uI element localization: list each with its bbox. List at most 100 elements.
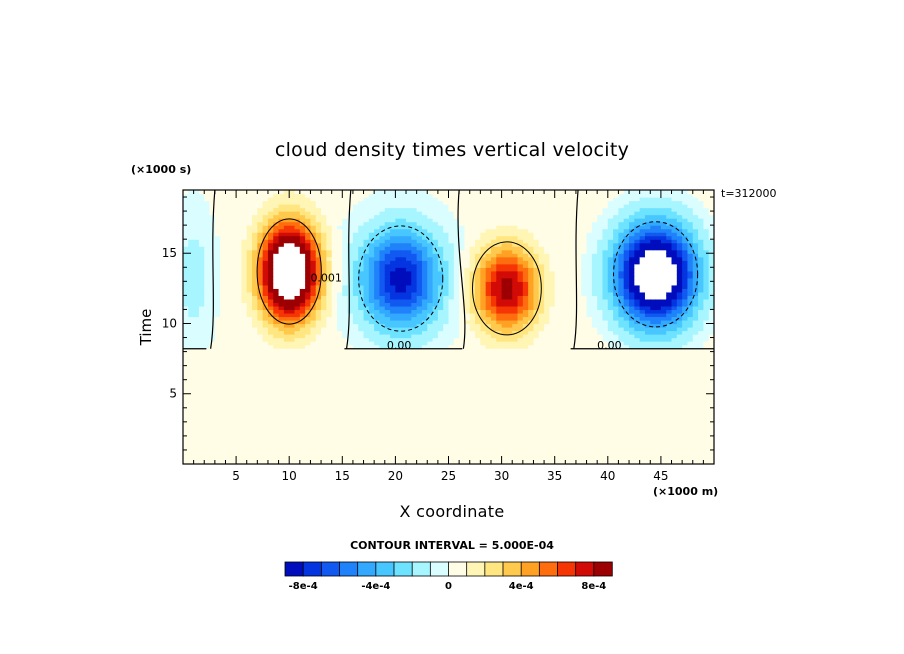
heatmap-cell [427, 277, 434, 282]
heatmap-cell [374, 362, 381, 367]
heatmap-cell [374, 239, 381, 244]
heatmap-cell [294, 295, 301, 300]
heatmap-cell [363, 365, 370, 370]
heatmap-cell [188, 456, 195, 462]
heatmap-cell [464, 425, 471, 430]
heatmap-cell [448, 256, 455, 261]
heatmap-cell [432, 330, 439, 335]
heatmap-cell [437, 407, 444, 412]
heatmap-cell [220, 211, 227, 216]
heatmap-cell [294, 446, 301, 451]
heatmap-cell [459, 218, 466, 223]
heatmap-cell [230, 316, 237, 321]
heatmap-cell [480, 449, 487, 455]
heatmap-cell [209, 355, 216, 360]
heatmap-cell [236, 379, 243, 384]
heatmap-cell [230, 355, 237, 360]
heatmap-cell [374, 309, 381, 314]
heatmap-cell [443, 298, 450, 304]
heatmap-cell [363, 260, 370, 265]
heatmap-cell [464, 263, 471, 268]
heatmap-cell [480, 284, 487, 289]
heatmap-cell [400, 211, 407, 216]
heatmap-cell [267, 425, 274, 430]
heatmap-cell [236, 200, 243, 205]
heatmap-cell [299, 393, 306, 398]
heatmap-cell [326, 453, 333, 458]
heatmap-cell [485, 319, 492, 325]
heatmap-cell [262, 249, 269, 254]
heatmap-cell [512, 348, 519, 353]
heatmap-cell [230, 414, 237, 419]
heatmap-cell [427, 284, 434, 289]
heatmap-cell [390, 256, 396, 261]
heatmap-cell [352, 260, 359, 265]
heatmap-cell [267, 379, 274, 384]
heatmap-cell [374, 253, 381, 258]
heatmap-cell [267, 449, 274, 455]
heatmap-cell [246, 302, 253, 307]
heatmap-cell [278, 253, 285, 258]
heatmap-cell [416, 393, 423, 398]
heatmap-cell [358, 225, 365, 230]
heatmap-cell [395, 411, 402, 416]
heatmap-cell [437, 207, 444, 212]
heatmap-cell [352, 362, 359, 367]
heatmap-cell [257, 414, 264, 419]
heatmap-cell [374, 400, 381, 405]
heatmap-cell [395, 309, 402, 314]
heatmap-cell [459, 204, 466, 209]
heatmap-cell [411, 204, 418, 209]
contour-interval-label: CONTOUR INTERVAL = 5.000E-04 [350, 539, 554, 552]
heatmap-cell [432, 284, 439, 289]
heatmap-cell [267, 235, 274, 240]
heatmap-cell [246, 393, 253, 398]
heatmap-cell [262, 316, 269, 321]
heatmap-cell [406, 298, 412, 304]
heatmap-cell [374, 274, 381, 279]
heatmap-cell [374, 435, 381, 441]
heatmap-cell [289, 327, 296, 332]
heatmap-cell [241, 453, 248, 458]
heatmap-cell [480, 207, 487, 212]
heatmap-cell [506, 239, 513, 244]
heatmap-cell [315, 355, 322, 360]
heatmap-cell [411, 418, 418, 423]
heatmap-cell [347, 302, 354, 307]
heatmap-cell [283, 421, 290, 426]
heatmap-cell [294, 270, 301, 275]
heatmap-cell [352, 281, 359, 286]
heatmap-cell [485, 267, 492, 272]
heatmap-cell [315, 246, 322, 251]
heatmap-cell [501, 337, 508, 342]
heatmap-cell [342, 291, 349, 296]
heatmap-cell [236, 442, 243, 448]
heatmap-cell [421, 358, 428, 363]
heatmap-cell [379, 351, 386, 356]
heatmap-cell [209, 383, 216, 388]
heatmap-cell [459, 418, 466, 423]
heatmap-cell [517, 372, 524, 377]
heatmap-cell [315, 411, 322, 416]
heatmap-cell [183, 260, 189, 265]
heatmap-cell [490, 435, 497, 441]
heatmap-cell [214, 414, 221, 419]
heatmap-cell [321, 348, 327, 353]
heatmap-cell [283, 218, 290, 223]
heatmap-cell [379, 239, 386, 244]
heatmap-cell [352, 372, 359, 377]
heatmap-cell [326, 397, 333, 402]
heatmap-cell [204, 369, 211, 374]
heatmap-cell [506, 351, 513, 356]
heatmap-cell [374, 460, 381, 464]
heatmap-cell [453, 460, 460, 464]
heatmap-cell [448, 242, 455, 247]
heatmap-cell [283, 460, 290, 464]
heatmap-cell [230, 344, 237, 349]
heatmap-cell [220, 249, 227, 254]
heatmap-cell [262, 453, 269, 458]
heatmap-cell [374, 312, 381, 318]
heatmap-cell [390, 211, 396, 216]
heatmap-cell [475, 281, 481, 286]
heatmap-cell [342, 432, 349, 437]
